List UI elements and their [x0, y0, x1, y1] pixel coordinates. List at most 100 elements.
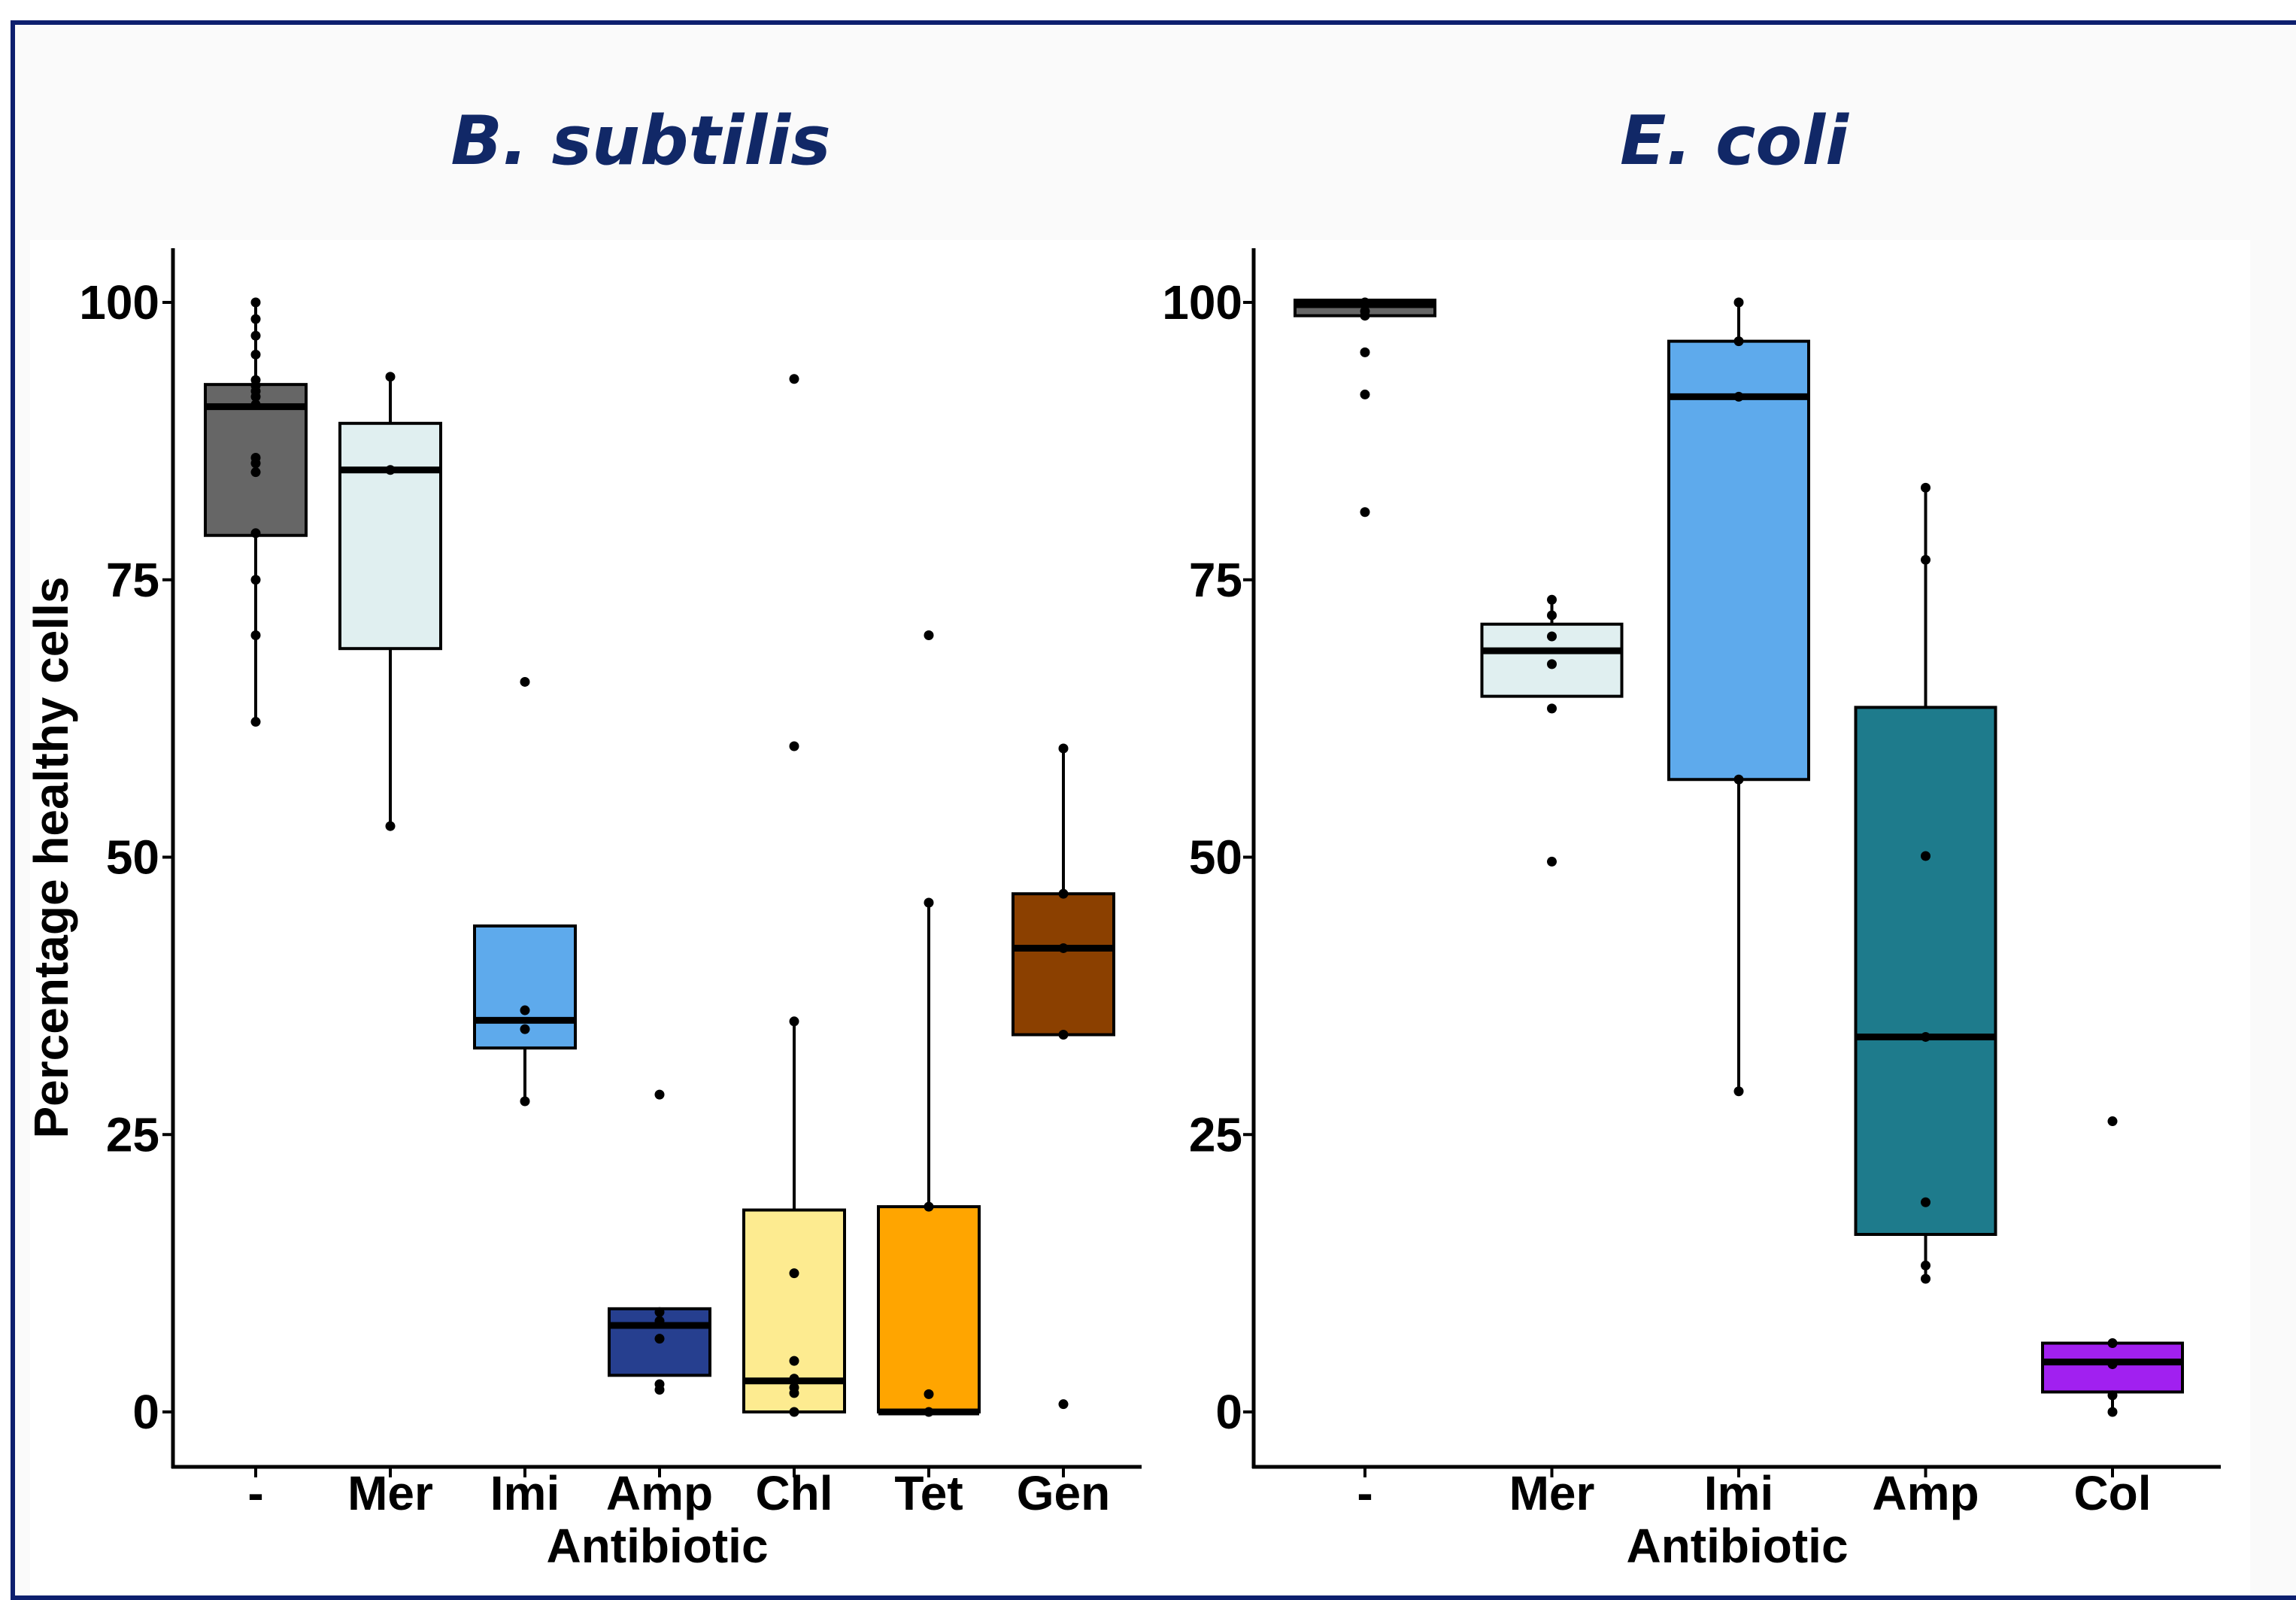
y-tick-label: 50: [1189, 830, 1242, 885]
data-point: [1733, 391, 1744, 402]
data-point: [385, 821, 396, 831]
data-point: [654, 1316, 665, 1326]
data-point: [2107, 1390, 2118, 1401]
data-point: [654, 1089, 665, 1100]
data-point: [924, 1389, 934, 1399]
box-control: -: [204, 297, 308, 1520]
data-point: [385, 372, 396, 382]
data-point: [654, 1307, 665, 1317]
data-point: [1921, 554, 1931, 565]
box-gen: Gen: [1012, 743, 1115, 1520]
x-tick-label: Mer: [1509, 1466, 1595, 1520]
data-point: [1921, 1031, 1931, 1042]
data-point: [1058, 888, 1069, 899]
y-tick-label: 75: [106, 553, 159, 607]
box-tet: Tet: [877, 630, 981, 1520]
data-point: [250, 717, 261, 727]
data-point: [250, 330, 261, 341]
data-point: [250, 528, 261, 539]
data-point: [1547, 610, 1557, 621]
data-point: [924, 630, 934, 640]
data-point: [1921, 1197, 1931, 1207]
data-point: [1547, 594, 1557, 605]
y-tick-label: 50: [106, 830, 159, 885]
data-point: [2107, 1407, 2118, 1417]
data-point: [789, 1016, 799, 1027]
data-point: [1360, 389, 1370, 399]
x-tick-label: Tet: [894, 1466, 963, 1520]
box-body: [1012, 892, 1115, 1037]
data-point: [1360, 297, 1370, 308]
data-point: [1360, 347, 1370, 357]
data-point: [250, 630, 261, 640]
box-imi: Imi: [1667, 297, 1810, 1520]
panel-title-e-coli: E. coli: [1620, 102, 1849, 181]
data-point: [924, 897, 934, 908]
box-amp: Amp: [606, 1089, 713, 1520]
data-point: [520, 1005, 530, 1016]
data-point: [1733, 297, 1744, 308]
y-tick-label: 25: [106, 1107, 159, 1161]
data-point: [1921, 1274, 1931, 1284]
panel-e-coli: 0 25 50 75 100 Antibiotic - Mer Imi Amp Col: [1162, 248, 2221, 1573]
data-point: [2107, 1116, 2118, 1127]
data-point: [924, 1201, 934, 1212]
data-point: [1360, 507, 1370, 518]
y-tick-label: 0: [1215, 1385, 1242, 1439]
x-tick-label: -: [247, 1466, 263, 1520]
data-point: [250, 458, 261, 469]
panel-title-b-subtilis: B. subtilis: [450, 102, 831, 181]
data-point: [250, 297, 261, 308]
x-tick-label: Col: [2073, 1466, 2151, 1520]
data-point: [385, 465, 396, 475]
data-point: [2107, 1359, 2118, 1370]
data-point: [1058, 743, 1069, 754]
x-axis-title: Antibiotic: [546, 1519, 768, 1573]
data-point: [1547, 631, 1557, 642]
box-body: [877, 1205, 981, 1413]
x-tick-label: Imi: [490, 1466, 560, 1520]
box-mer: Mer: [338, 372, 442, 1520]
data-point: [250, 349, 261, 360]
data-point: [789, 374, 799, 384]
box-body: [1667, 339, 1810, 782]
data-point: [789, 1356, 799, 1366]
data-point: [250, 314, 261, 324]
data-point: [2107, 1338, 2118, 1349]
data-point: [1733, 774, 1744, 785]
x-tick-label: Chl: [755, 1466, 833, 1520]
x-tick-label: Amp: [1872, 1466, 1979, 1520]
data-point: [1921, 482, 1931, 493]
x-tick-label: Amp: [606, 1466, 713, 1520]
data-point: [789, 1374, 799, 1384]
box-body: [1854, 706, 1997, 1236]
data-point: [654, 1334, 665, 1344]
y-tick-label: 100: [1162, 275, 1242, 329]
box-mer: Mer: [1480, 594, 1624, 1520]
data-point: [520, 1024, 530, 1034]
data-point: [789, 741, 799, 751]
data-point: [1733, 1086, 1744, 1097]
data-point: [250, 391, 261, 402]
x-tick-label: Mer: [347, 1466, 433, 1520]
box-imi: Imi: [473, 676, 577, 1520]
data-point: [1058, 943, 1069, 953]
data-point: [1921, 851, 1931, 861]
data-point: [520, 1096, 530, 1107]
data-point: [1058, 1399, 1069, 1410]
box-amp: Amp: [1854, 482, 1997, 1520]
data-point: [789, 1268, 799, 1279]
y-tick-label: 0: [132, 1385, 159, 1439]
x-tick-label: Imi: [1704, 1466, 1773, 1520]
box-chl: Chl: [742, 374, 846, 1520]
box-control: -: [1294, 297, 1436, 1520]
data-point: [250, 399, 261, 410]
data-point: [520, 676, 530, 687]
y-tick-label: 75: [1189, 553, 1242, 607]
box-body: [338, 421, 442, 651]
data-point: [789, 1407, 799, 1417]
data-point: [789, 1388, 799, 1398]
data-point: [1058, 1030, 1069, 1040]
data-point: [250, 575, 261, 585]
data-point: [1547, 659, 1557, 669]
